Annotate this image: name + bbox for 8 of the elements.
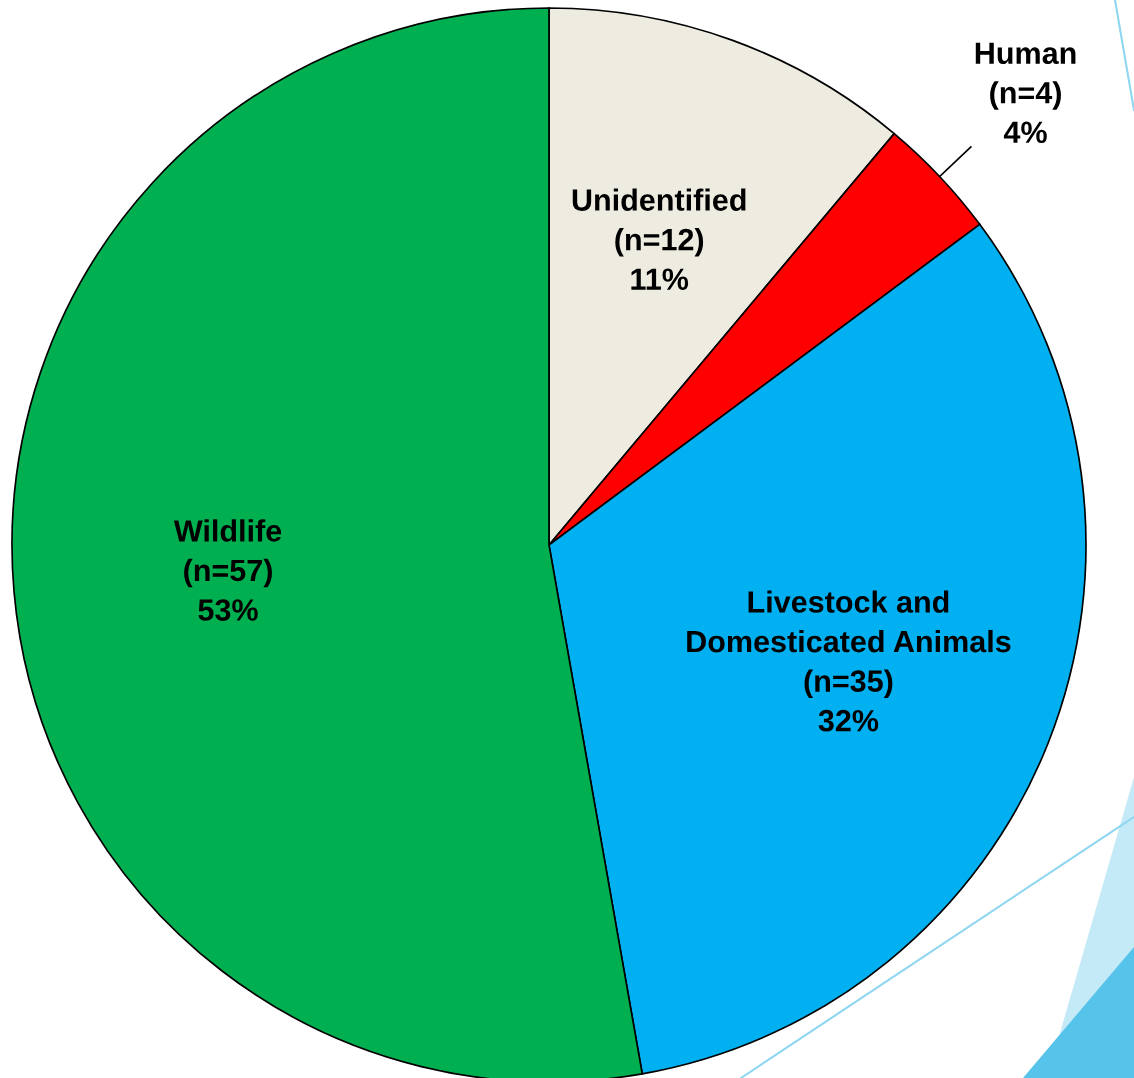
slice-label: Wildlife (173, 519, 282, 542)
data-label: (n=4) 4% (990, 81, 1061, 144)
slice-label: Human (975, 42, 1076, 65)
data-label: (n=35) 32% (804, 669, 893, 732)
data-label: (n=12) 11% (615, 227, 704, 290)
data-label: (n=57) 53% (184, 558, 272, 621)
slice-label: Unidentified (572, 188, 746, 211)
slice-label: Livestock and Domesticated Animals (687, 590, 1011, 653)
